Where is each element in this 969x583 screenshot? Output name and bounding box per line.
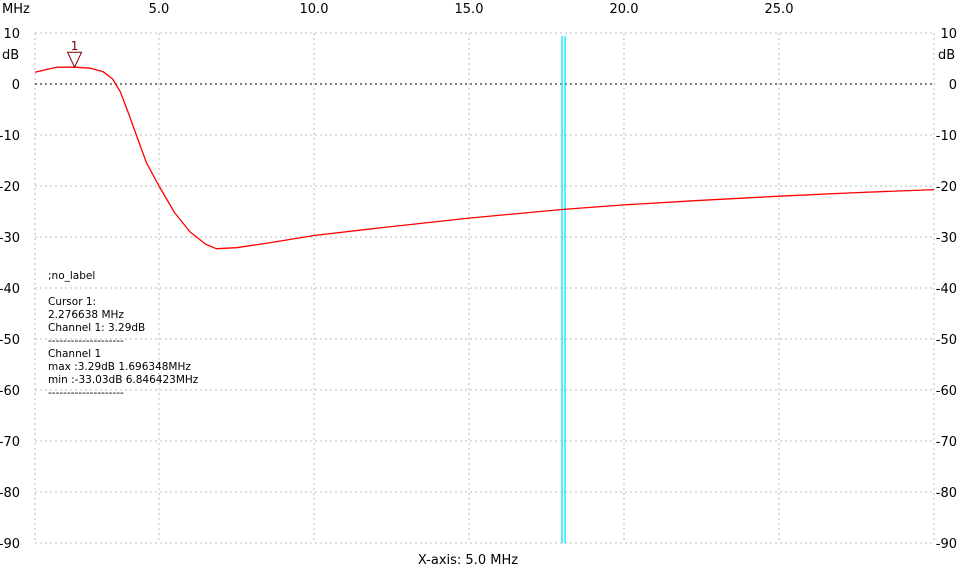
x-unit-label: MHz (2, 2, 30, 17)
grid (34, 32, 935, 544)
info-separator-2: -------------------- (48, 387, 124, 399)
y-tick-label-left: -10 (0, 129, 20, 144)
x-tick-label: 25.0 (765, 2, 794, 17)
y-unit-label-left: dB (2, 48, 19, 63)
info-cursor-freq: 2.276638 MHz (48, 309, 124, 321)
y-tick-label-left: 0 (12, 78, 20, 93)
marker-label: 1 (71, 39, 79, 53)
y-tick-label-left: -60 (0, 384, 20, 399)
y-tick-label-right: -10 (936, 129, 957, 144)
info-separator-1: -------------------- (48, 335, 124, 347)
series-line (34, 66, 935, 250)
y-tick-label-right: -40 (936, 282, 957, 297)
y-tick-label-right: 0 (949, 78, 957, 93)
x-tick-label: 15.0 (455, 2, 484, 17)
x-tick-label: 5.0 (149, 2, 170, 17)
info-max: max :3.29dB 1.696348MHz (48, 361, 191, 373)
x-tick-labels: 5.0 10.0 15.0 20.0 25.0 (149, 2, 794, 17)
y-tick-label-right: -30 (936, 231, 957, 246)
y-tick-label-right: -20 (936, 180, 957, 195)
y-tick-label-left: -20 (0, 180, 20, 195)
info-box: ;no_label Cursor 1: 2.276638 MHz Channel… (48, 270, 199, 399)
x-axis-label: X-axis: 5.0 MHz (418, 553, 518, 568)
x-tick-label: 10.0 (300, 2, 329, 17)
y-tick-label-left: -70 (0, 435, 20, 450)
y-tick-label-right: -90 (936, 537, 957, 552)
y-tick-label-right: -70 (936, 435, 957, 450)
y-tick-label-left: 10 (3, 27, 20, 42)
info-cursor-value: Channel 1: 3.29dB (48, 322, 145, 334)
y-unit-label-right: dB (938, 48, 955, 63)
y-tick-labels-left: 10 0 -10 -20 -30 -40 -50 -60 -70 -80 -90 (0, 27, 20, 552)
info-cursor-title: Cursor 1: (48, 296, 96, 308)
cursor-marker[interactable]: 1 (66, 39, 83, 69)
y-tick-label-right: -80 (936, 486, 957, 501)
series-layer (34, 66, 935, 250)
y-tick-label-left: -30 (0, 231, 20, 246)
y-tick-labels-right: 10 0 -10 -20 -30 -40 -50 -60 -70 -80 -90 (936, 27, 957, 552)
y-tick-label-right: -60 (936, 384, 957, 399)
info-channel-title: Channel 1 (48, 348, 101, 360)
y-tick-label-left: -40 (0, 282, 20, 297)
cursor-line[interactable] (561, 36, 566, 543)
y-tick-label-left: -50 (0, 333, 20, 348)
info-min: min :-33.03dB 6.846423MHz (48, 374, 199, 386)
y-tick-label-left: -90 (0, 537, 20, 552)
y-tick-label-right: -50 (936, 333, 957, 348)
marker-triangle-icon (66, 51, 83, 69)
y-tick-label-left: -80 (0, 486, 20, 501)
info-label: ;no_label (48, 270, 95, 282)
x-tick-label: 20.0 (610, 2, 639, 17)
y-tick-label-right: 10 (940, 27, 957, 42)
